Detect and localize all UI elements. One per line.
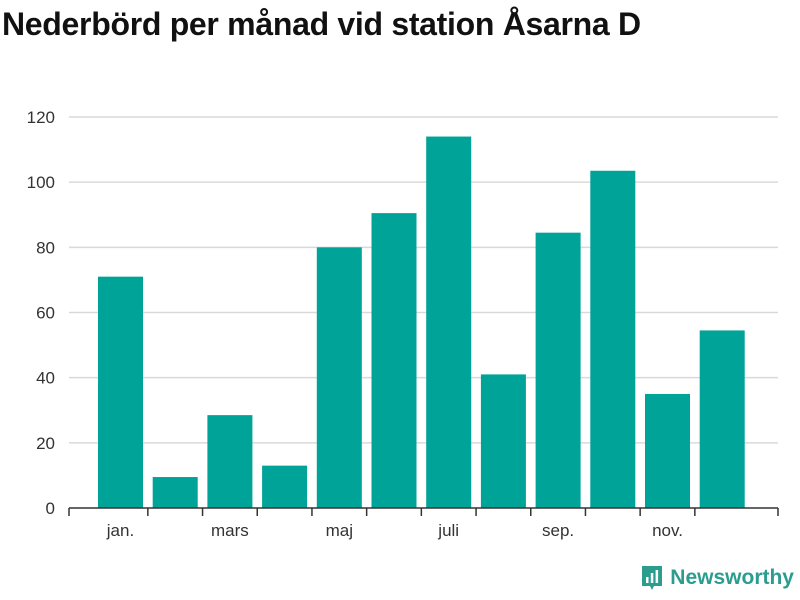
newsworthy-logo-icon <box>642 566 663 590</box>
x-tick-label: jan. <box>106 521 134 540</box>
y-tick-label: 60 <box>36 304 55 323</box>
axes <box>68 507 779 516</box>
bar-aug. <box>480 374 526 508</box>
bar-maj <box>316 247 362 509</box>
bar-jan. <box>98 276 143 508</box>
bar-nov. <box>645 393 690 508</box>
bar-juli <box>426 136 472 509</box>
brand-logo: Newsworthy <box>640 564 794 592</box>
x-tick-label: juli <box>437 521 459 540</box>
y-tick-label: 80 <box>36 238 55 257</box>
gridlines <box>69 116 778 444</box>
x-tick-label: mars <box>211 521 249 540</box>
bar-feb. <box>152 477 198 508</box>
y-tick-label: 20 <box>36 434 55 453</box>
x-tick-label: maj <box>326 521 353 540</box>
bar-apr. <box>262 465 308 508</box>
bars <box>98 136 745 509</box>
y-tick-label: 0 <box>46 499 55 518</box>
x-tick-label: nov. <box>652 521 683 540</box>
tick-labels: 0 20 40 60 80 100 120 jan. mars maj juli sep. nov. <box>27 108 683 540</box>
brand-name: Newsworthy <box>670 566 794 589</box>
y-tick-label: 40 <box>36 369 55 388</box>
bar-mars <box>207 415 253 508</box>
bar-sep. <box>535 232 581 508</box>
bar-dec. <box>699 330 745 508</box>
chart-title: Nederbörd per månad vid station Åsarna D <box>2 6 641 42</box>
bar-juni <box>371 213 417 508</box>
y-tick-label: 100 <box>27 173 55 192</box>
x-tick-label: sep. <box>542 521 574 540</box>
bar-okt. <box>590 170 636 508</box>
y-tick-label: 120 <box>27 108 55 127</box>
